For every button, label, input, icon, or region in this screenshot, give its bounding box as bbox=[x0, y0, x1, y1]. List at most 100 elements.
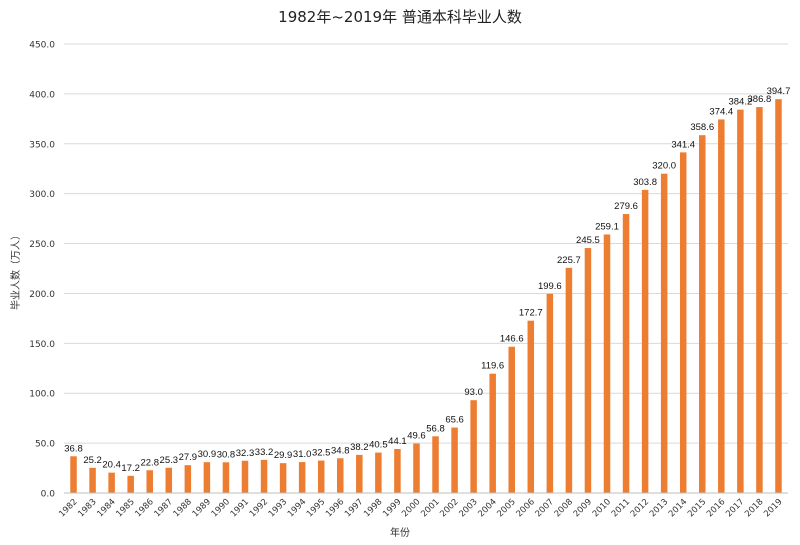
bar bbox=[565, 267, 573, 493]
y-tick-label: 100.0 bbox=[29, 390, 55, 400]
data-label: 303.8 bbox=[633, 177, 657, 188]
x-tick-label: 2016 bbox=[705, 497, 727, 519]
data-label: 394.7 bbox=[767, 86, 791, 97]
bar bbox=[699, 135, 706, 493]
x-tick-label: 2012 bbox=[629, 497, 651, 519]
bar bbox=[413, 443, 420, 493]
data-label: 245.5 bbox=[576, 235, 600, 246]
bar bbox=[470, 400, 477, 493]
bar bbox=[298, 462, 306, 493]
x-tick-label: 1992 bbox=[248, 497, 270, 519]
bar bbox=[756, 107, 763, 493]
bar bbox=[584, 248, 592, 493]
bar bbox=[432, 436, 439, 493]
x-tick-label: 2003 bbox=[457, 497, 479, 519]
x-tick-label: 1985 bbox=[114, 497, 136, 519]
data-label: 36.8 bbox=[64, 443, 83, 454]
x-tick-label: 1997 bbox=[343, 497, 365, 519]
x-tick-label: 2001 bbox=[419, 497, 441, 519]
data-label: 38.2 bbox=[350, 442, 369, 453]
data-label: 44.1 bbox=[388, 436, 407, 447]
bar bbox=[394, 448, 401, 493]
bar bbox=[489, 373, 496, 493]
data-label: 65.6 bbox=[445, 415, 464, 426]
x-tick-label: 1998 bbox=[362, 497, 384, 519]
bar bbox=[127, 475, 134, 493]
y-tick-label: 50.0 bbox=[35, 440, 55, 450]
x-tick-label: 2009 bbox=[572, 497, 594, 519]
x-tick-label: 2004 bbox=[476, 497, 498, 519]
x-tick-label: 1990 bbox=[210, 497, 232, 519]
data-label: 386.8 bbox=[748, 94, 772, 105]
y-tick-label: 0.0 bbox=[41, 490, 56, 500]
x-tick-label: 1989 bbox=[191, 497, 213, 519]
y-tick-label: 300.0 bbox=[29, 190, 55, 200]
x-tick-label: 1996 bbox=[324, 497, 346, 519]
x-tick-label: 2014 bbox=[667, 497, 689, 519]
y-tick-label: 150.0 bbox=[29, 340, 55, 350]
x-tick-label: 2007 bbox=[534, 497, 556, 519]
data-label: 199.6 bbox=[538, 281, 562, 292]
data-label: 279.6 bbox=[614, 201, 638, 212]
data-label: 30.9 bbox=[198, 449, 217, 460]
x-tick-label: 1993 bbox=[267, 497, 289, 519]
bar bbox=[775, 99, 782, 493]
bar bbox=[146, 470, 153, 493]
data-label: 25.3 bbox=[160, 455, 179, 466]
data-label: 40.5 bbox=[369, 440, 388, 451]
data-label: 31.0 bbox=[293, 449, 312, 460]
x-tick-label: 2017 bbox=[724, 497, 746, 519]
x-tick-label: 2015 bbox=[686, 497, 708, 519]
x-tick-label: 2010 bbox=[591, 497, 613, 519]
data-label: 146.6 bbox=[500, 334, 524, 345]
chart-title: 1982年~2019年 普通本科毕业人数 bbox=[278, 8, 522, 26]
x-tick-label: 1988 bbox=[172, 497, 194, 519]
x-tick-label: 1994 bbox=[286, 497, 308, 519]
data-label: 341.4 bbox=[671, 139, 695, 150]
bar bbox=[108, 472, 115, 493]
x-tick-label: 1986 bbox=[133, 497, 155, 519]
x-tick-label: 1995 bbox=[305, 497, 327, 519]
data-label: 93.0 bbox=[464, 387, 483, 398]
bar bbox=[356, 454, 363, 493]
bar bbox=[451, 427, 458, 493]
data-label: 172.7 bbox=[519, 308, 543, 319]
bar bbox=[89, 467, 96, 493]
bar bbox=[603, 234, 611, 494]
data-label: 20.4 bbox=[102, 460, 121, 471]
data-label: 119.6 bbox=[481, 361, 504, 372]
x-tick-label: 2008 bbox=[553, 497, 575, 519]
data-label: 27.9 bbox=[179, 452, 198, 463]
data-label: 56.8 bbox=[426, 423, 445, 434]
bar bbox=[546, 293, 554, 493]
x-axis-ticks: 1982198319841985198619871988198919901991… bbox=[57, 497, 784, 519]
y-tick-label: 400.0 bbox=[29, 90, 55, 100]
x-tick-label: 1987 bbox=[153, 497, 175, 519]
bar bbox=[737, 109, 744, 493]
x-tick-label: 2013 bbox=[648, 497, 670, 519]
x-tick-label: 2005 bbox=[495, 497, 517, 519]
bar bbox=[317, 460, 325, 493]
x-axis-title: 年份 bbox=[390, 526, 410, 539]
data-label: 33.2 bbox=[255, 447, 274, 458]
bar bbox=[165, 467, 173, 493]
x-tick-label: 1999 bbox=[381, 497, 403, 519]
data-label: 32.5 bbox=[312, 448, 331, 459]
data-label: 320.0 bbox=[652, 161, 676, 172]
bars bbox=[70, 99, 782, 494]
y-axis-title: 毕业人数（万人） bbox=[9, 230, 22, 310]
bar bbox=[260, 459, 268, 493]
bar bbox=[241, 460, 249, 493]
bar bbox=[70, 456, 77, 493]
bar bbox=[622, 214, 630, 493]
bar bbox=[660, 173, 668, 493]
y-tick-label: 350.0 bbox=[29, 140, 55, 150]
bar bbox=[375, 452, 382, 493]
x-tick-label: 1984 bbox=[95, 497, 117, 519]
data-label: 30.8 bbox=[217, 449, 236, 460]
data-label: 32.3 bbox=[236, 448, 255, 459]
x-tick-label: 1983 bbox=[76, 497, 98, 519]
x-tick-label: 2019 bbox=[762, 497, 784, 519]
y-tick-label: 200.0 bbox=[29, 290, 55, 300]
